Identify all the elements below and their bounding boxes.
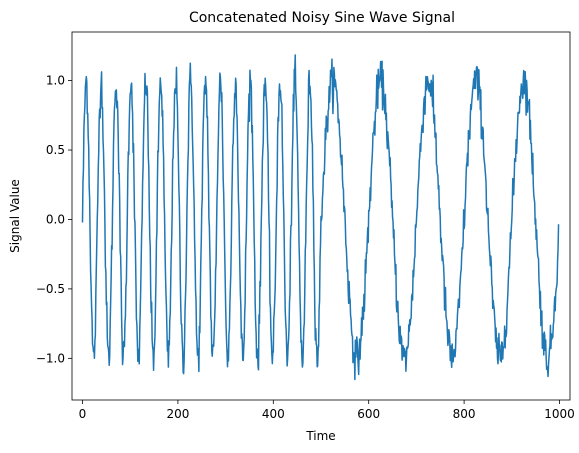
x-tick-label: 1000 xyxy=(544,407,575,421)
x-axis: 0 200 400 600 800 1000 xyxy=(79,400,575,421)
y-tick-label: 0.0 xyxy=(46,212,65,226)
series-line-signal xyxy=(81,54,560,381)
y-tick-label: 0.5 xyxy=(46,143,65,157)
y-axis-label: Signal Value xyxy=(8,179,22,253)
plot-area xyxy=(81,54,560,381)
y-tick-label: 1.0 xyxy=(46,74,65,88)
axes-frame xyxy=(71,31,571,401)
y-tick-label: −0.5 xyxy=(36,282,65,296)
x-tick-label: 200 xyxy=(166,407,189,421)
x-tick-label: 600 xyxy=(357,407,380,421)
y-axis: −1.0 −0.5 0.0 0.5 1.0 xyxy=(36,74,72,365)
x-axis-label: Time xyxy=(305,429,335,443)
y-tick-label: −1.0 xyxy=(36,351,65,365)
x-tick-label: 400 xyxy=(262,407,285,421)
x-tick-label: 0 xyxy=(79,407,87,421)
x-tick-label: 800 xyxy=(453,407,476,421)
chart-title: Concatenated Noisy Sine Wave Signal xyxy=(189,10,455,26)
